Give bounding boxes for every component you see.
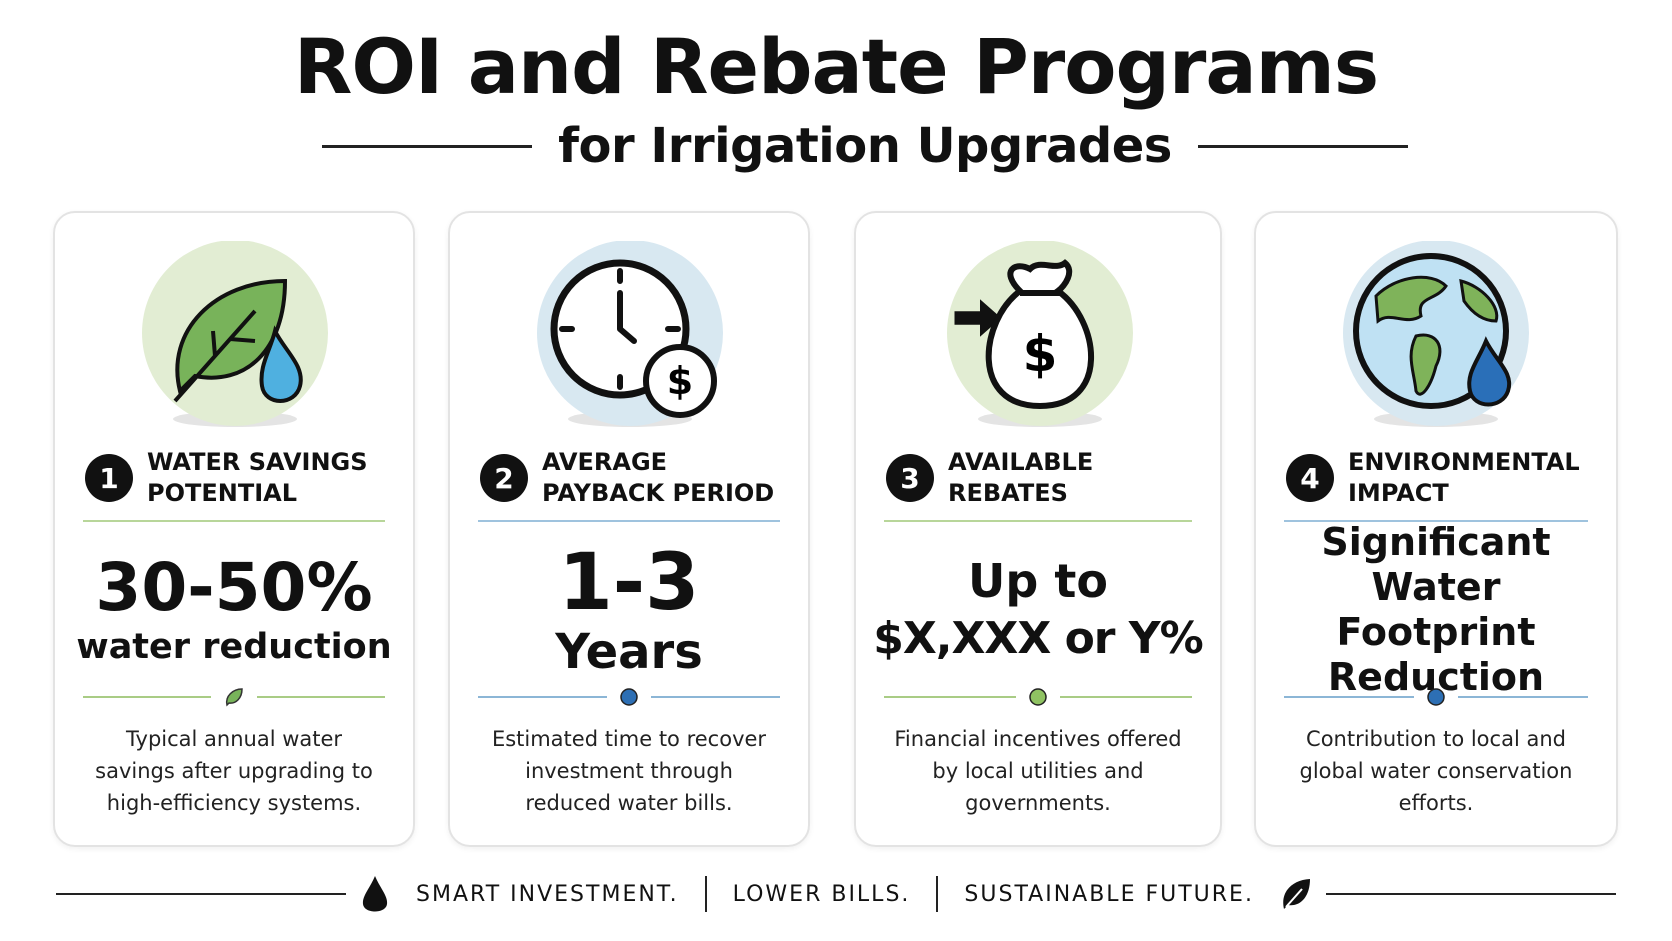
divider — [884, 687, 1192, 707]
divider — [478, 687, 780, 707]
footer-items: SMART INVESTMENT. LOWER BILLS. SUSTAINAB… — [346, 874, 1326, 914]
card-value: Significant Water Footprint Reduction — [1266, 520, 1606, 699]
card-number: 3 — [886, 454, 934, 502]
value-main: 30-50% — [95, 549, 373, 626]
card-header: 3 AVAILABLE REBATES — [886, 447, 1196, 509]
rule — [478, 520, 780, 522]
card-description: Contribution to local and global water c… — [1299, 727, 1573, 815]
card-heading: ENVIRONMENTAL IMPACT — [1348, 448, 1580, 507]
card-header: 1 WATER SAVINGS POTENTIAL — [85, 447, 389, 509]
subtitle: for Irrigation Upgrades — [558, 118, 1172, 174]
card: 4 ENVIRONMENTAL IMPACT Significant Water… — [1254, 211, 1618, 847]
divider — [83, 687, 385, 707]
card-header: 2 AVERAGE PAYBACK PERIOD — [480, 447, 784, 509]
card-heading: AVERAGE PAYBACK PERIOD — [542, 448, 775, 507]
separator — [936, 876, 939, 912]
card-value: 1-3 Years — [460, 535, 798, 685]
value-sub: Years — [555, 624, 703, 680]
rule — [322, 144, 533, 148]
value-main: Up to — [968, 554, 1108, 608]
separator — [704, 876, 707, 912]
card-heading: AVAILABLE REBATES — [948, 448, 1094, 507]
clock-dollar-icon: $ — [537, 241, 723, 427]
title: ROI and Rebate Programs — [293, 22, 1379, 111]
money-bag-icon: $ — [947, 241, 1133, 427]
subtitle-row: for Irrigation Upgrades — [322, 118, 1408, 174]
rule — [83, 520, 385, 522]
card-value: Up to $X,XXX or Y% — [866, 535, 1210, 685]
value-main: 1-3 — [558, 538, 700, 628]
rule — [1284, 520, 1588, 522]
card-heading: WATER SAVINGS POTENTIAL — [147, 448, 368, 507]
rule — [1197, 144, 1408, 148]
rule — [1326, 893, 1616, 895]
globe-drop-icon — [1343, 241, 1529, 427]
card: $ 3 AVAILABLE REBATES Up to $X,XXX or Y%… — [854, 211, 1222, 847]
svg-text:$: $ — [1023, 325, 1058, 383]
footer: SMART INVESTMENT. LOWER BILLS. SUSTAINAB… — [56, 872, 1616, 916]
footer-item: LOWER BILLS. — [732, 881, 911, 907]
card-header: 4 ENVIRONMENTAL IMPACT — [1286, 447, 1592, 509]
divider — [1284, 687, 1588, 707]
value-sub: $X,XXX or Y% — [873, 613, 1204, 664]
leaf-icon — [1283, 879, 1310, 909]
card: $ 2 AVERAGE PAYBACK PERIOD 1-3 Years Est… — [448, 211, 810, 847]
card-description: Typical annual water savings after upgra… — [95, 727, 373, 815]
value-sub: water reduction — [76, 627, 392, 667]
card-value: 30-50% water reduction — [65, 535, 403, 685]
leaf-drop-icon — [142, 241, 328, 427]
card-description: Estimated time to recover investment thr… — [491, 727, 767, 815]
footer-item: SMART INVESTMENT. — [416, 881, 679, 907]
rule — [884, 520, 1192, 522]
card-description: Financial incentives offered by local ut… — [894, 727, 1182, 815]
card-number: 4 — [1286, 454, 1334, 502]
rule — [56, 893, 346, 895]
footer-item: SUSTAINABLE FUTURE. — [964, 881, 1254, 907]
card: 1 WATER SAVINGS POTENTIAL 30-50% water r… — [53, 211, 415, 847]
svg-text:$: $ — [667, 359, 693, 403]
value-main: Significant Water Footprint Reduction — [1321, 520, 1551, 699]
card-number: 1 — [85, 454, 133, 502]
drop-icon — [362, 876, 388, 912]
card-number: 2 — [480, 454, 528, 502]
